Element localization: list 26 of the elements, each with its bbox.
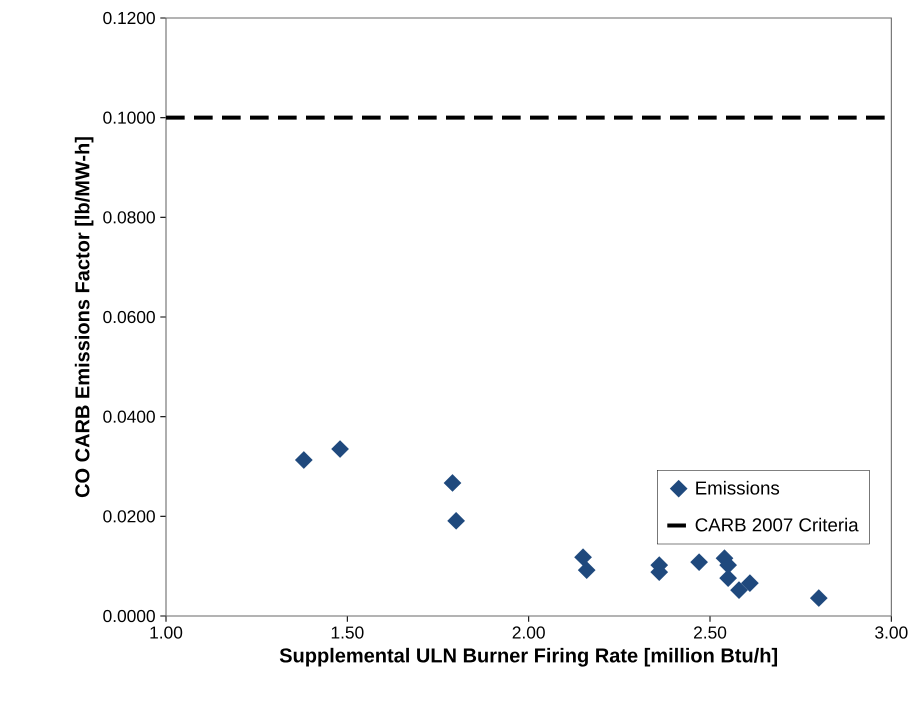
point: [810, 589, 828, 607]
point: [690, 553, 708, 571]
point: [574, 548, 592, 566]
y-tick-label: 0.0800: [103, 211, 155, 224]
x-tick-label: 1.50: [332, 626, 364, 639]
y-tick-label: 0.0200: [103, 510, 155, 522]
point: [331, 440, 349, 458]
point: [741, 574, 759, 592]
y-axis-title: CO CARB Emissions Factor [lb/MW-h]: [74, 137, 94, 498]
point: [578, 561, 596, 579]
legend-label: CARB 2007 Criteria: [696, 518, 859, 532]
point: [730, 581, 748, 599]
y-tick-label: 0.0000: [103, 610, 155, 622]
x-tick-label: 1.00: [150, 626, 182, 639]
x-axis-title: Supplemental ULN Burner Firing Rate [million Btu/h]: [280, 648, 778, 667]
point: [447, 512, 465, 530]
legend-label: Emissions: [696, 480, 780, 495]
x-tick-label: 2.00: [512, 626, 545, 639]
y-tick-label: 0.0400: [103, 410, 155, 423]
point: [444, 474, 462, 492]
y-tick-label: 0.1200: [103, 12, 155, 24]
x-tick-label: 2.50: [694, 626, 726, 639]
y-tick-label: 0.0600: [103, 310, 155, 324]
x-tick-label: 3.00: [875, 626, 908, 639]
y-tick-label: 0.1000: [103, 112, 155, 124]
point: [295, 451, 313, 469]
